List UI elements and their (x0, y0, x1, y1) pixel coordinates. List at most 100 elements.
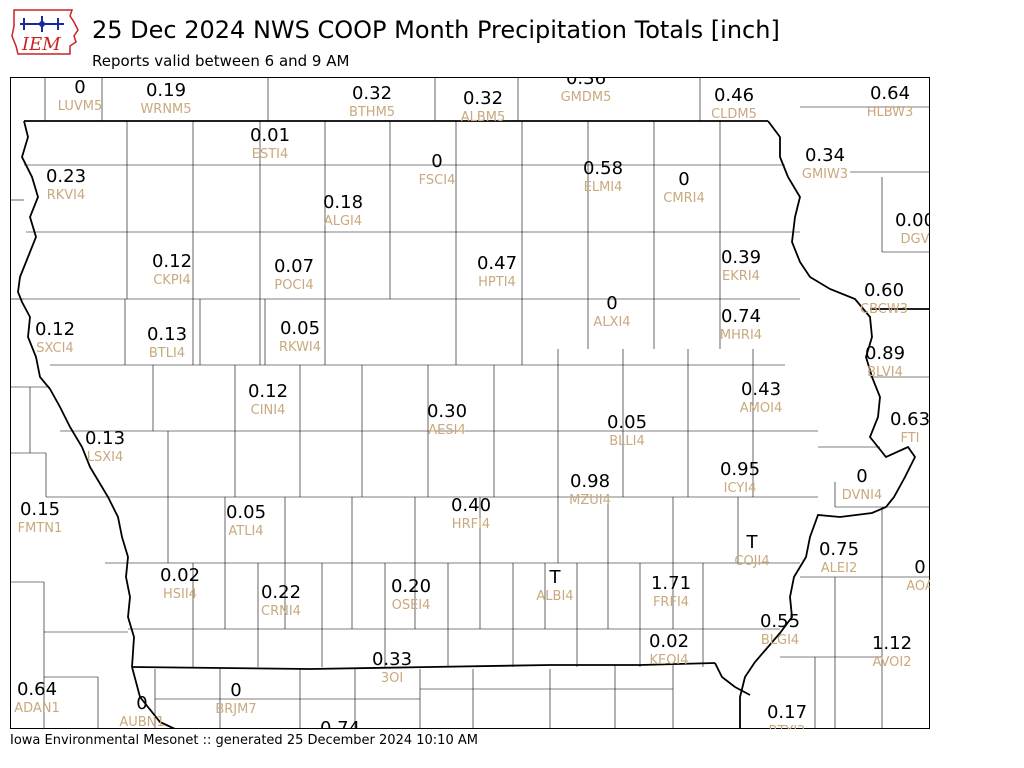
station-id: ALBI4 (536, 589, 573, 604)
precip-map: 0 LUVM5 0.19 WRNM5 0.32 BTHM5 0.32 ALBM5 0.36 GMD… (10, 77, 930, 729)
station-id: ALGI4 (324, 214, 362, 229)
precip-value: 0.40 (451, 495, 491, 516)
precip-value: 0 (914, 557, 925, 578)
iowa-county-lines (24, 121, 818, 667)
station-id: BLLI4 (609, 434, 645, 449)
precip-value: 0.01 (250, 125, 290, 146)
precip-value: 0.34 (805, 145, 845, 166)
station-id: CBCW3 (860, 302, 908, 317)
station-id: BLGI4 (761, 633, 799, 648)
station-id: EKRI4 (722, 269, 760, 284)
state-boundaries (17, 120, 930, 729)
station-id: LUVM5 (58, 99, 103, 114)
precip-value: 0.47 (477, 253, 517, 274)
station-id: GMIW3 (802, 167, 848, 182)
station-id: HPTI4 (478, 275, 516, 290)
station-id: POCI4 (274, 278, 313, 293)
precip-value: 0.74 (721, 306, 761, 327)
precip-value: 0.12 (152, 251, 192, 272)
station-id: ALXI4 (593, 315, 630, 330)
precip-value: 0.95 (720, 459, 760, 480)
precip-value: 0.33 (372, 649, 412, 670)
precip-value: 0.74 (320, 718, 360, 729)
station-id: ALBM5 (461, 110, 506, 125)
precip-value: 0.17 (767, 702, 807, 723)
station-id: DGV (901, 232, 930, 247)
station-id: CRNI4 (261, 604, 301, 619)
map-subtitle: Reports valid between 6 and 9 AM (92, 52, 350, 70)
precip-value: 0.30 (427, 401, 467, 422)
precip-value: 0.64 (870, 83, 910, 104)
precip-value: 0.00 (895, 210, 930, 231)
precip-value: 0.58 (583, 158, 623, 179)
precip-value: 0.32 (463, 88, 503, 109)
station-id: ELMI4 (584, 180, 623, 195)
logo-text: IEM (21, 34, 61, 55)
station-id: HLBW3 (867, 105, 914, 120)
precip-value: 0.02 (649, 631, 689, 652)
station-id: CMRI4 (663, 191, 704, 206)
precip-value: 0.64 (17, 679, 57, 700)
station-id: BLVI4 (867, 365, 903, 380)
precip-value: 0.23 (46, 166, 86, 187)
precip-value: 0.98 (570, 471, 610, 492)
station-id: HRFI4 (452, 517, 490, 532)
precip-value: 0.63 (890, 409, 930, 430)
precip-value: T (549, 567, 562, 588)
neighbor-county-lines (10, 77, 930, 729)
station-id: FSCI4 (419, 173, 456, 188)
precip-value: 0 (431, 151, 442, 172)
station-id: AESI4 (428, 423, 465, 438)
precip-value: 0.75 (819, 539, 859, 560)
precip-value: 0.05 (607, 412, 647, 433)
precip-value: 0.39 (721, 247, 761, 268)
precip-value: 0.12 (35, 319, 75, 340)
precip-value: 0.32 (352, 83, 392, 104)
station-id: 3OI (381, 671, 403, 686)
precip-value: 0.22 (261, 582, 301, 603)
station-id: AOA (906, 579, 930, 594)
station-id: RKVI4 (47, 188, 86, 203)
precip-value: 0 (136, 693, 147, 714)
precip-value: 0.43 (741, 379, 781, 400)
station-id: DVNI4 (842, 488, 883, 503)
precip-value: 0.19 (146, 80, 186, 101)
map-border (10, 77, 930, 729)
precip-value: 0.05 (280, 318, 320, 339)
precip-value: 1.12 (872, 633, 912, 654)
precip-value: T (746, 532, 759, 553)
